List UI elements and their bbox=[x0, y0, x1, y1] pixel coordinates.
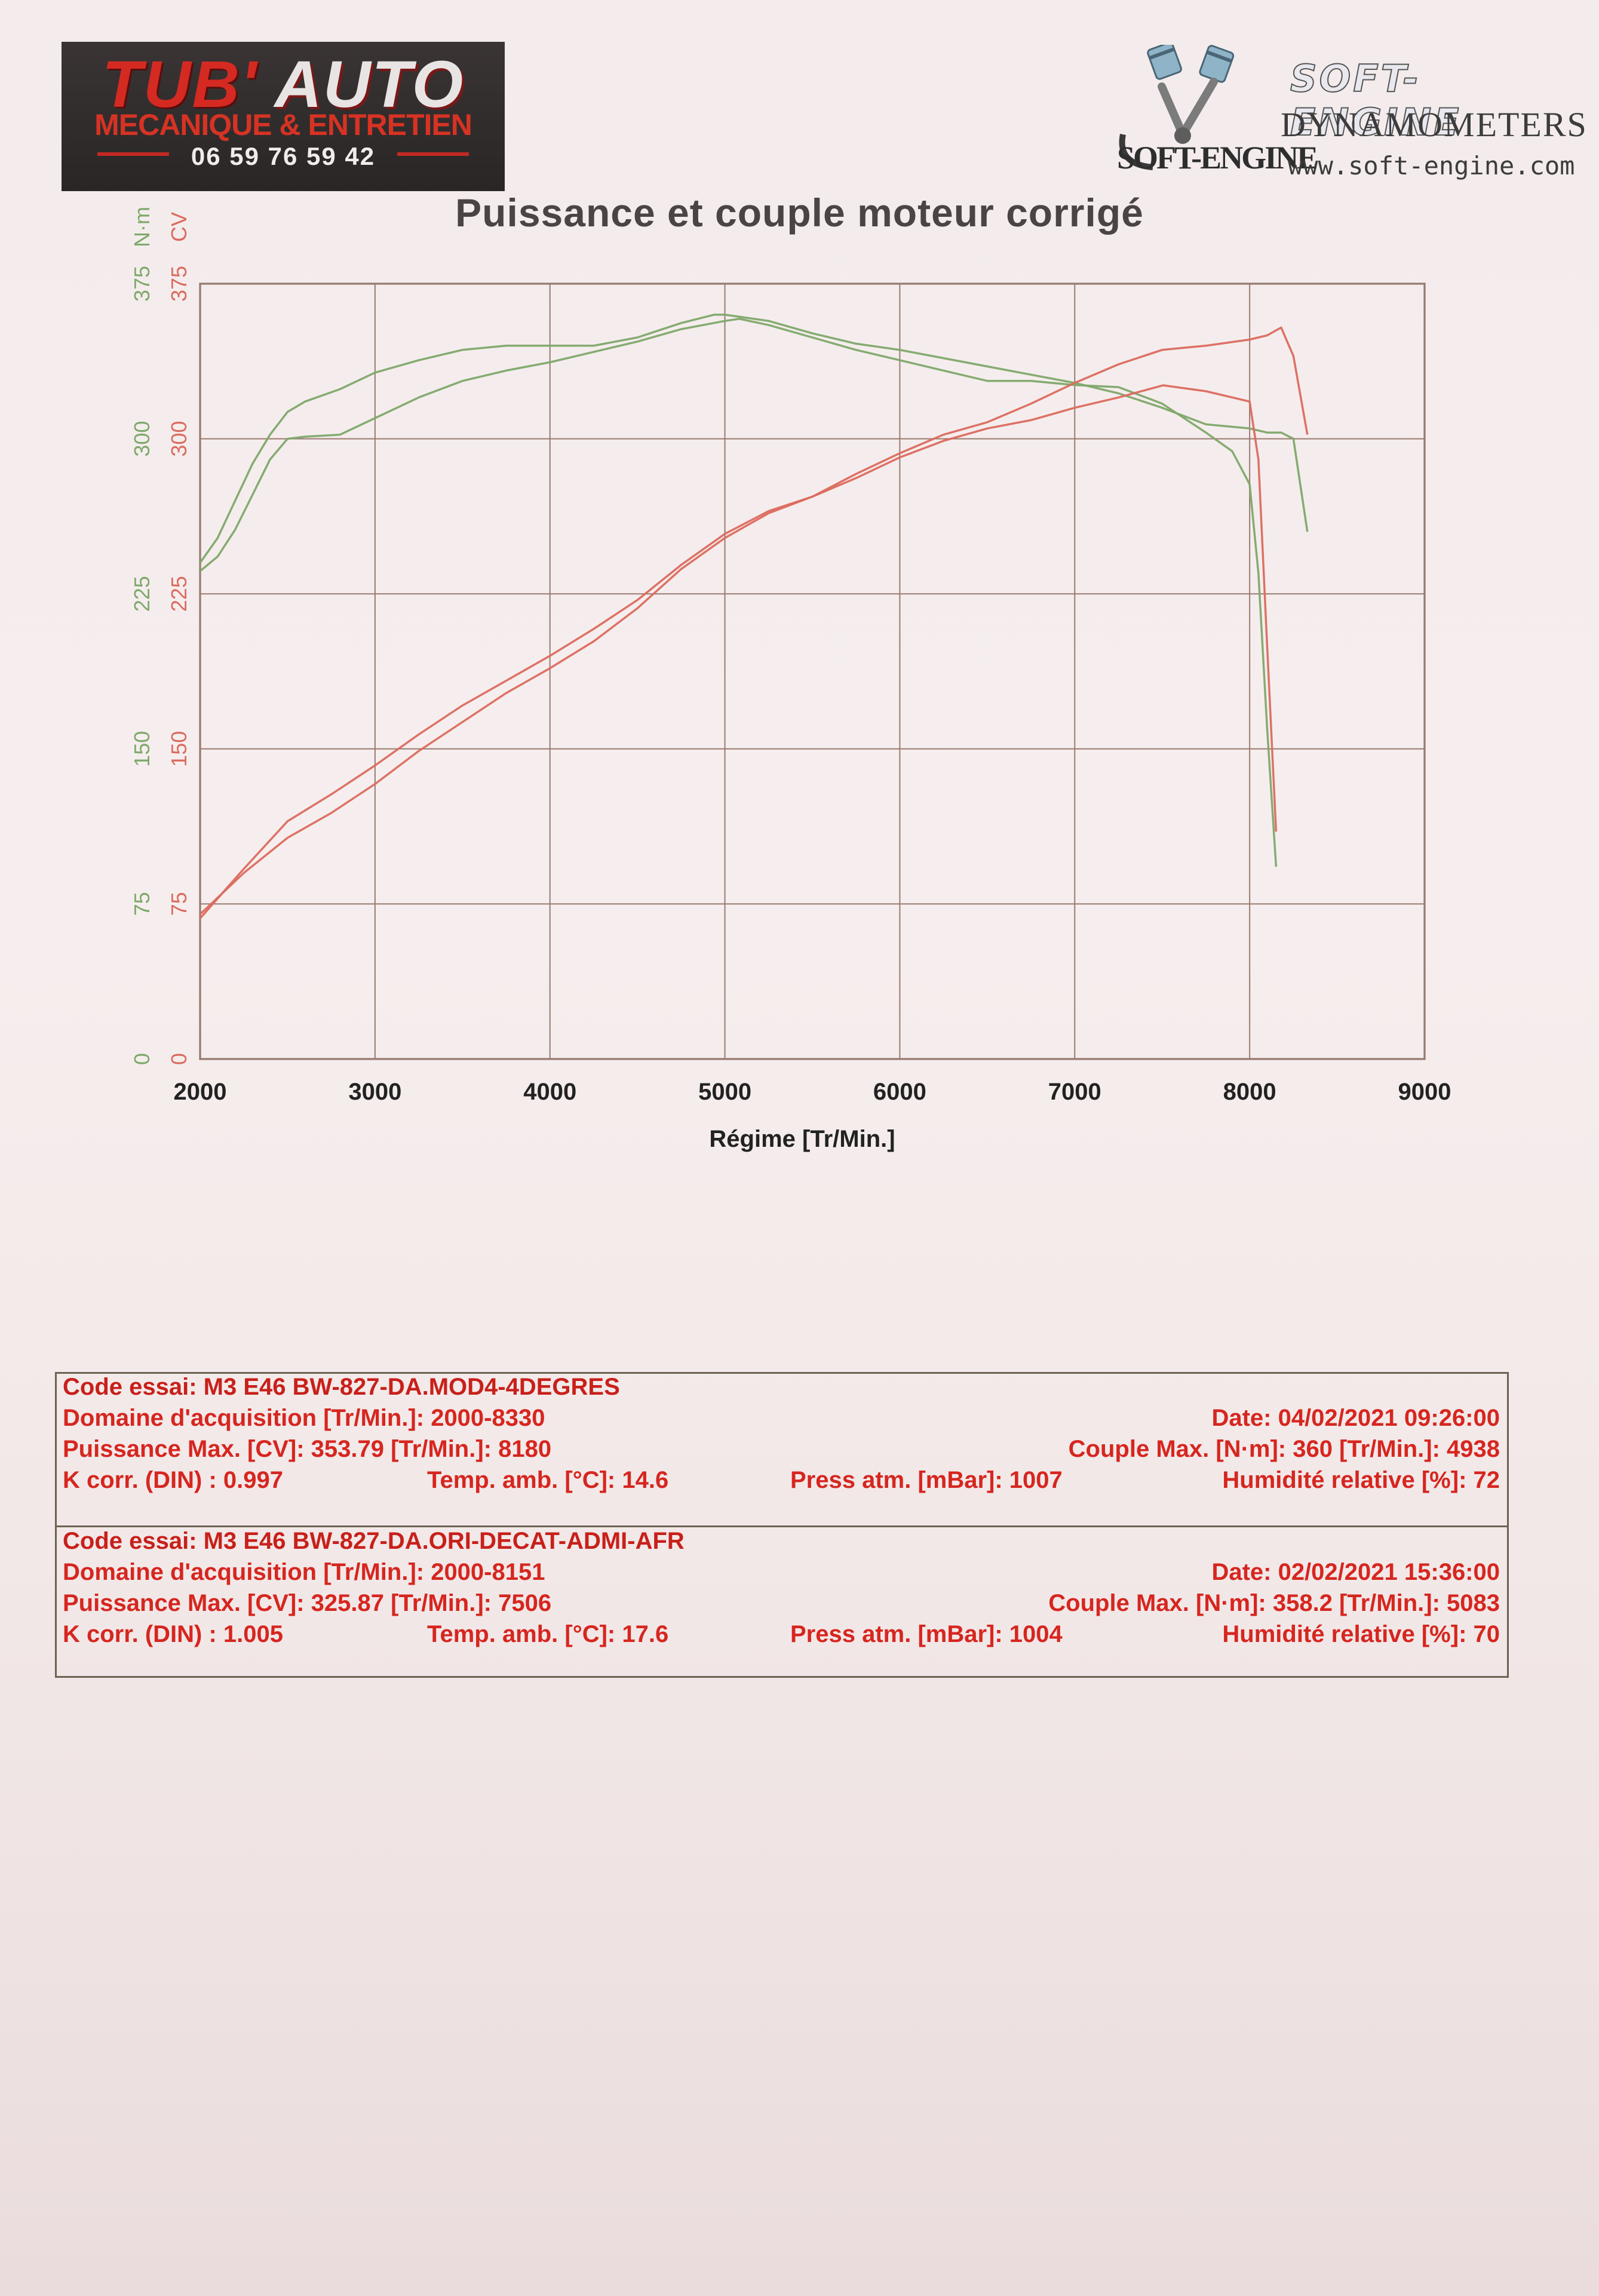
shop-logo-brand: TUB' AUTO bbox=[102, 48, 465, 121]
x-tick-label: 8000 bbox=[1223, 1079, 1276, 1105]
piston-v-icon bbox=[1119, 45, 1235, 170]
table-divider bbox=[57, 1525, 1507, 1527]
torque-curve-2 bbox=[199, 318, 1278, 867]
x-tick-label: 7000 bbox=[1048, 1079, 1101, 1105]
test2-temp: Temp. amb. [°C]: 17.6 bbox=[427, 1621, 669, 1647]
test2-date: Date: 02/02/2021 15:36:00 bbox=[1211, 1559, 1500, 1585]
x-tick-label: 5000 bbox=[698, 1079, 751, 1105]
y-tick-label-torque: 375 bbox=[130, 266, 154, 302]
test1-code: Code essai: M3 E46 BW-827-DA.MOD4-4DEGRE… bbox=[63, 1374, 620, 1400]
soft-engine-name: SOFT-ENGINE bbox=[1290, 56, 1462, 145]
shop-phone: 06 59 76 59 42 bbox=[191, 142, 376, 170]
y-axis-unit-power: CV bbox=[167, 212, 191, 242]
chart-grid bbox=[199, 283, 1426, 1060]
logo-divider-right bbox=[397, 152, 469, 156]
test2-couple: Couple Max. [N·m]: 358.2 [Tr/Min.]: 5083 bbox=[1048, 1590, 1500, 1616]
x-tick-label: 2000 bbox=[174, 1079, 227, 1105]
y-tick-label-torque: 300 bbox=[130, 421, 154, 457]
chart-title: Puissance et couple moteur corrigé bbox=[455, 191, 1144, 235]
y-tick-label-torque: 0 bbox=[130, 1053, 154, 1065]
test1-couple: Couple Max. [N·m]: 360 [Tr/Min.]: 4938 bbox=[1068, 1436, 1500, 1462]
y-tick-label-torque: 75 bbox=[130, 892, 154, 916]
test2-domaine: Domaine d'acquisition [Tr/Min.]: 2000-81… bbox=[63, 1559, 545, 1585]
test1-humid: Humidité relative [%]: 72 bbox=[1222, 1467, 1500, 1493]
test2-kcorr: K corr. (DIN) : 1.005 bbox=[63, 1621, 284, 1647]
y-tick-label-power: 75 bbox=[167, 892, 191, 916]
soft-engine-url: www.soft-engine.com bbox=[1288, 151, 1575, 180]
soft-engine-mark-text: SOFT-ENGINE bbox=[1117, 140, 1318, 176]
test2-puissance: Puissance Max. [CV]: 325.87 [Tr/Min.]: 7… bbox=[63, 1590, 552, 1616]
y-axis-unit-torque: N·m bbox=[130, 207, 154, 247]
test-report-table: Code essai: M3 E46 BW-827-DA.MOD4-4DEGRE… bbox=[55, 1372, 1509, 1678]
x-tick-label: 3000 bbox=[348, 1079, 401, 1105]
y-tick-label-torque: 225 bbox=[130, 576, 154, 612]
test2-humid: Humidité relative [%]: 70 bbox=[1222, 1621, 1500, 1647]
y-tick-label-torque: 150 bbox=[130, 731, 154, 767]
y-tick-label-power: 300 bbox=[167, 421, 191, 457]
dyno-chart: 2000 3000 4000 5000 6000 7000 8000 9000 0 0 75 75 15… bbox=[130, 207, 1451, 1152]
y-tick-label-power: 150 bbox=[167, 731, 191, 767]
y-tick-label-power: 0 bbox=[167, 1053, 191, 1065]
test2-press: Press atm. [mBar]: 1004 bbox=[790, 1621, 1063, 1647]
shop-logo: TUB' AUTO MECANIQUE & ENTRETIEN 06 59 76… bbox=[62, 42, 505, 191]
test1-puissance: Puissance Max. [CV]: 353.79 [Tr/Min.]: 8… bbox=[63, 1436, 552, 1462]
test1-temp: Temp. amb. [°C]: 14.6 bbox=[427, 1467, 669, 1493]
x-tick-label: 9000 bbox=[1398, 1079, 1451, 1105]
chart-labels: 2000 3000 4000 5000 6000 7000 8000 9000 0 0 75 75 15… bbox=[130, 207, 1451, 1152]
logo-divider-left bbox=[97, 152, 169, 156]
chart-series bbox=[199, 314, 1309, 919]
x-tick-label: 4000 bbox=[523, 1079, 576, 1105]
soft-engine-product: DYNAMOMETERS bbox=[1281, 105, 1588, 144]
test1-press: Press atm. [mBar]: 1007 bbox=[790, 1467, 1063, 1493]
test1-date: Date: 04/02/2021 09:26:00 bbox=[1211, 1405, 1500, 1431]
test1-domaine: Domaine d'acquisition [Tr/Min.]: 2000-83… bbox=[63, 1405, 545, 1431]
y-tick-label-power: 375 bbox=[167, 266, 191, 302]
test2-code: Code essai: M3 E46 BW-827-DA.ORI-DECAT-A… bbox=[63, 1528, 685, 1554]
x-axis-label: Régime [Tr/Min.] bbox=[709, 1126, 895, 1152]
power-curve-4 bbox=[199, 384, 1278, 915]
power-curve-3 bbox=[199, 326, 1309, 919]
shop-logo-subtitle: MECANIQUE & ENTRETIEN bbox=[94, 108, 472, 142]
soft-engine-logo: SOFT-ENGINE SOFT-ENGINE DYNAMOMETERS www… bbox=[1111, 45, 1586, 194]
test1-kcorr: K corr. (DIN) : 0.997 bbox=[63, 1467, 284, 1493]
torque-curve-1 bbox=[199, 314, 1309, 564]
y-tick-label-power: 225 bbox=[167, 576, 191, 612]
x-tick-label: 6000 bbox=[873, 1079, 926, 1105]
